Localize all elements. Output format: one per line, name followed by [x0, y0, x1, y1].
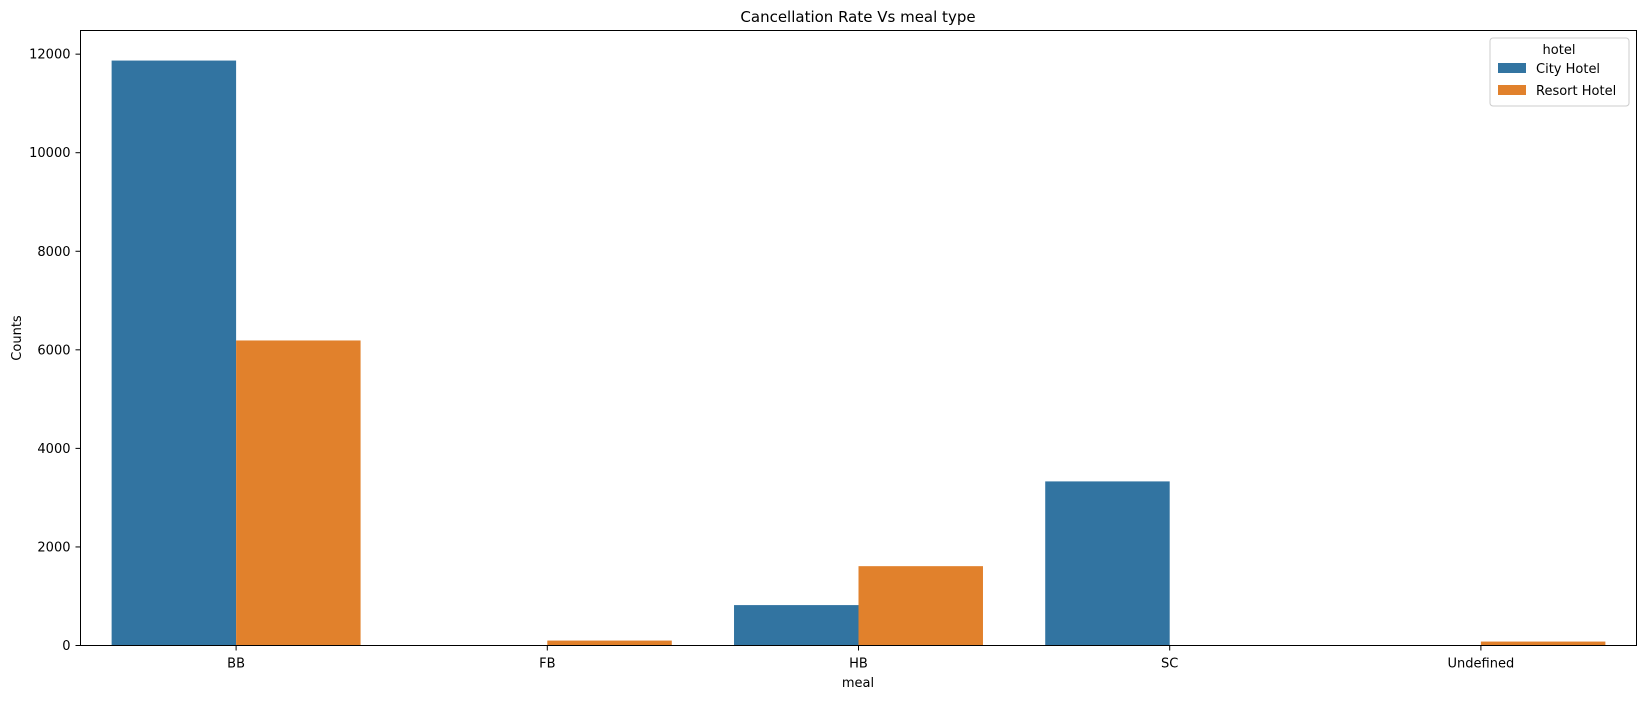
bar-hb-city-hotel — [734, 605, 859, 646]
y-tick-label: 2000 — [37, 540, 70, 555]
bar-fb-resort-hotel — [547, 640, 672, 646]
x-axis: BB FB HB SC Undefined — [227, 645, 1515, 672]
legend: hotel City Hotel Resort Hotel — [1489, 37, 1630, 107]
bars — [111, 60, 1606, 646]
x-tick-label: FB — [539, 657, 555, 672]
plot-frame — [80, 30, 1637, 646]
bar-bb-resort-hotel — [236, 340, 361, 646]
legend-title: hotel — [1543, 43, 1576, 58]
x-tick-label: SC — [1161, 657, 1178, 672]
y-tick-label: 6000 — [37, 343, 70, 358]
legend-swatch — [1498, 85, 1526, 95]
x-tick-label: Undefined — [1448, 657, 1515, 672]
y-axis-label: Counts — [10, 315, 25, 361]
bar-sc-city-hotel — [1045, 481, 1170, 646]
x-tick-label: BB — [227, 657, 245, 672]
y-tick-label: 0 — [62, 639, 70, 654]
y-axis: 0 2000 4000 6000 8000 10000 12000 — [29, 48, 81, 654]
y-tick-label: 12000 — [29, 48, 70, 63]
bar-hb-resort-hotel — [858, 566, 983, 646]
y-tick-label: 8000 — [37, 245, 70, 260]
legend-swatch — [1498, 63, 1526, 73]
bar-bb-city-hotel — [111, 60, 237, 646]
chart-title: Cancellation Rate Vs meal type — [740, 8, 975, 26]
x-axis-label: meal — [842, 676, 874, 691]
bar-undefined-resort-hotel — [1480, 641, 1606, 646]
legend-label: City Hotel — [1536, 62, 1600, 77]
legend-label: Resort Hotel — [1536, 84, 1616, 99]
x-tick-label: HB — [849, 657, 868, 672]
y-tick-label: 4000 — [37, 442, 70, 457]
y-tick-label: 10000 — [29, 146, 70, 161]
